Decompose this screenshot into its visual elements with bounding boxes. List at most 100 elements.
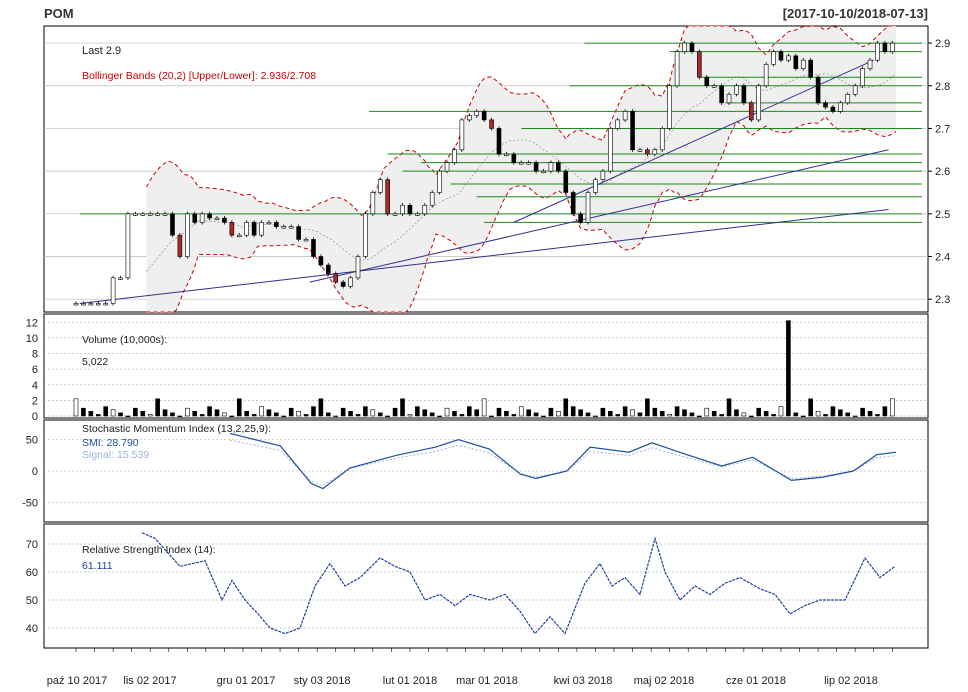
- candle-body: [363, 213, 368, 257]
- rsi-tick-label: 60: [26, 567, 38, 579]
- x-tick-label: paź 10 2017: [47, 675, 108, 687]
- candle-body: [192, 213, 198, 223]
- candle-body: [741, 85, 747, 104]
- volume-bar: [81, 407, 86, 417]
- candle-body: [288, 226, 294, 229]
- candle-body: [563, 170, 569, 193]
- candle-body: [88, 303, 94, 306]
- candle-body: [533, 162, 539, 172]
- candle-body: [429, 192, 435, 206]
- candle-body: [422, 204, 428, 215]
- candle-body: [170, 213, 175, 236]
- candle-body: [763, 64, 769, 87]
- candle-body: [556, 162, 561, 172]
- candle-body: [748, 102, 754, 121]
- candle-body: [882, 42, 888, 52]
- legend-volume: Volume (10,000s):: [82, 334, 167, 346]
- bollinger-band-fill: [146, 26, 896, 312]
- candle-body: [407, 204, 413, 215]
- volume-bar: [259, 406, 264, 417]
- volume-bar: [704, 407, 710, 417]
- candle-body: [311, 239, 316, 257]
- rsi-line: [141, 532, 896, 635]
- candle-body: [548, 162, 554, 172]
- candle-body: [756, 85, 762, 121]
- volume-bar: [326, 412, 331, 417]
- candle-body: [793, 55, 799, 69]
- volume-bar: [711, 411, 717, 417]
- candle-body: [236, 234, 242, 237]
- candle-body: [867, 59, 873, 69]
- candle-body: [73, 303, 79, 306]
- price-tick-label: 2.5: [935, 209, 950, 221]
- legend-signal-value: Signal: 15.539: [82, 449, 149, 461]
- legend-bollinger: Bollinger Bands (20,2) [Upper/Lower]: 2.…: [82, 70, 316, 82]
- x-tick-label: kwi 03 2018: [554, 675, 613, 687]
- candle-body: [838, 102, 843, 112]
- volume-bar: [600, 407, 606, 417]
- volume-bar: [548, 407, 554, 417]
- volume-bar: [637, 412, 643, 417]
- volume-bar: [504, 411, 509, 417]
- volume-bar: [541, 415, 546, 418]
- volume-bar: [422, 409, 428, 417]
- volume-bar: [748, 415, 754, 418]
- legend-rsi-value: 61.111: [82, 560, 113, 572]
- candle-body: [370, 192, 376, 215]
- candle-body: [726, 93, 732, 104]
- x-tick-label: lis 02 2017: [123, 675, 176, 687]
- volume-bar: [274, 412, 279, 417]
- candle-body: [348, 277, 353, 287]
- volume-tick-label: 10: [26, 333, 38, 345]
- volume-bar: [719, 414, 724, 417]
- volume-bar: [593, 415, 598, 418]
- panel-frame-3: [43, 523, 929, 649]
- rsi-tick-label: 50: [26, 595, 38, 607]
- candle-body: [377, 179, 383, 193]
- volume-bar: [830, 406, 836, 417]
- candle-body: [155, 213, 160, 216]
- volume-bar: [415, 406, 420, 417]
- candle-body: [222, 217, 227, 223]
- legend-rsi: Relative Strength Index (14):: [82, 544, 216, 556]
- candle-body: [875, 42, 880, 61]
- candle-body: [133, 213, 138, 216]
- price-tick-label: 2.9: [935, 38, 950, 50]
- candle-body: [103, 303, 108, 306]
- candle-body: [578, 213, 583, 223]
- candle-body: [889, 42, 895, 52]
- volume-bar: [645, 398, 650, 417]
- candle-body: [355, 256, 361, 279]
- volume-bar: [222, 412, 227, 417]
- volume-bar: [214, 409, 220, 417]
- candle-body: [392, 213, 398, 216]
- candle-body: [207, 213, 212, 219]
- candle-body: [496, 128, 502, 155]
- volume-bar: [838, 409, 843, 417]
- candle-body: [415, 213, 420, 216]
- candle-body: [526, 162, 531, 165]
- candle-body: [81, 303, 86, 306]
- candle-body: [615, 119, 621, 129]
- volume-bar: [125, 415, 131, 418]
- x-tick-label: lut 01 2018: [383, 675, 437, 687]
- candle-body: [637, 149, 643, 152]
- candle-body: [682, 42, 687, 52]
- volume-bar: [556, 411, 561, 417]
- legend-last-price: Last 2.9: [82, 45, 121, 57]
- candle-body: [214, 217, 220, 220]
- volume-tick-label: 0: [32, 411, 38, 423]
- x-tick-label: lip 02 2018: [824, 675, 878, 687]
- volume-bar: [823, 414, 828, 417]
- volume-bar: [95, 414, 101, 417]
- candle-body: [630, 111, 635, 151]
- x-tick-label: cze 01 2018: [726, 675, 786, 687]
- price-tick-label: 2.4: [935, 252, 950, 264]
- volume-bar: [741, 412, 747, 417]
- candle-body: [274, 222, 279, 227]
- volume-bar: [348, 411, 353, 417]
- rsi-tick-label: 70: [26, 539, 38, 551]
- candle-body: [845, 93, 851, 104]
- volume-bar: [882, 406, 888, 417]
- volume-bar: [429, 412, 435, 417]
